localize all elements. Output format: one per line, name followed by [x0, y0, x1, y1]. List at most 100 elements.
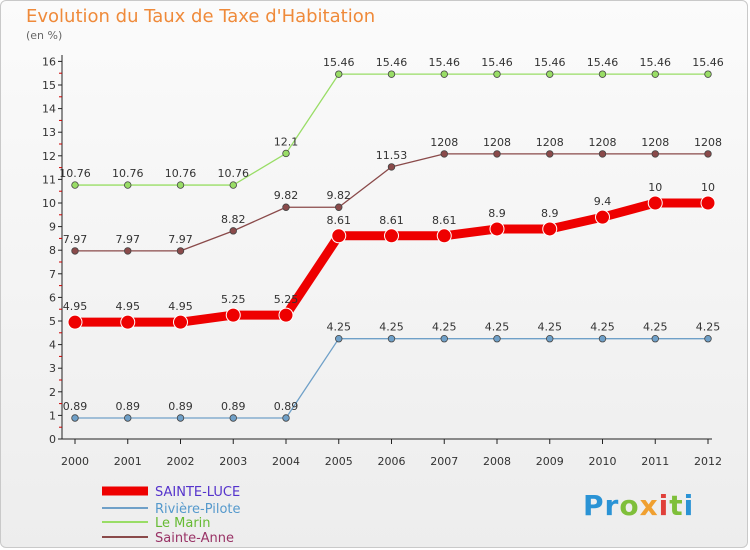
y-tick-label: 14: [42, 103, 56, 116]
data-point: [704, 70, 712, 78]
data-point: [436, 228, 452, 244]
data-label: 8.82: [221, 213, 246, 226]
data-point: [173, 314, 188, 330]
data-point: [387, 335, 396, 343]
data-label: 1208: [430, 136, 458, 149]
data-label: 1208: [641, 136, 669, 149]
data-point: [546, 70, 554, 78]
x-tick-label: 2006: [378, 455, 406, 468]
y-tick-label: 2: [49, 386, 56, 399]
x-tick-label: 2008: [483, 455, 511, 468]
data-point: [440, 70, 448, 78]
data-label: 1208: [589, 136, 617, 149]
x-tick-label: 2001: [114, 455, 142, 468]
data-point: [440, 335, 448, 343]
data-label: 4.25: [696, 321, 721, 334]
data-point: [335, 70, 343, 78]
data-point: [229, 227, 237, 235]
legend-label: Sainte-Anne: [155, 531, 234, 546]
data-label: 7.97: [116, 233, 141, 246]
x-tick-label: 2000: [61, 455, 89, 468]
data-point: [542, 221, 558, 237]
x-tick-label: 2005: [325, 455, 353, 468]
data-label: 4.95: [116, 300, 141, 313]
data-label: 4.25: [590, 321, 615, 334]
data-label: 10.76: [218, 167, 250, 180]
y-tick-label: 8: [49, 244, 56, 257]
data-point: [124, 247, 132, 255]
data-label: 15.46: [692, 56, 724, 69]
data-point: [278, 307, 294, 323]
data-point: [120, 314, 136, 330]
data-point: [67, 314, 83, 330]
data-label: 5.25: [274, 293, 299, 306]
data-point: [176, 414, 185, 422]
data-label: 8.9: [541, 207, 559, 220]
data-point: [546, 150, 554, 158]
data-label: 15.46: [534, 56, 566, 69]
data-point: [598, 70, 607, 78]
data-point: [647, 195, 663, 211]
y-tick-label: 4: [49, 339, 56, 352]
x-tick-label: 2002: [167, 455, 195, 468]
data-label: 8.61: [432, 214, 457, 227]
data-label: 15.46: [429, 56, 461, 69]
data-point: [229, 181, 237, 189]
data-label: 8.61: [327, 214, 352, 227]
data-point: [384, 228, 399, 244]
data-point: [387, 163, 396, 171]
data-point: [282, 414, 290, 422]
y-tick-label: 6: [49, 291, 56, 304]
data-point: [331, 228, 347, 244]
x-tick-label: 2004: [272, 455, 300, 468]
data-label: 4.25: [432, 321, 457, 334]
y-tick-label: 16: [42, 55, 56, 68]
data-label: 10.76: [59, 167, 91, 180]
data-label: 4.25: [643, 321, 668, 334]
data-label: 15.46: [587, 56, 619, 69]
data-label: 0.89: [168, 400, 193, 413]
data-label: 1208: [483, 136, 511, 149]
y-tick-label: 15: [42, 79, 56, 92]
legend-label: SAINTE-LUCE: [155, 485, 240, 500]
y-tick-label: 1: [49, 409, 56, 422]
data-point: [493, 70, 501, 78]
data-point: [595, 209, 610, 225]
data-point: [387, 70, 396, 78]
data-label: 7.97: [63, 233, 88, 246]
data-point: [282, 203, 290, 211]
x-tick-label: 2003: [219, 455, 247, 468]
legend-label: Rivière-Pilote: [155, 502, 241, 517]
data-label: 0.89: [63, 400, 88, 413]
data-point: [704, 335, 712, 343]
data-label: 15.46: [323, 56, 355, 69]
data-label: 0.89: [116, 400, 141, 413]
data-point: [282, 149, 290, 158]
data-label: 15.46: [640, 56, 672, 69]
data-point: [598, 335, 607, 343]
data-label: 4.25: [485, 321, 510, 334]
y-tick-label: 10: [42, 197, 56, 210]
data-point: [176, 181, 185, 189]
data-label: 10: [648, 181, 662, 194]
x-tick-label: 2011: [641, 455, 669, 468]
data-label: 10.76: [112, 167, 144, 180]
data-label: 4.95: [63, 300, 88, 313]
data-point: [651, 335, 659, 343]
data-point: [225, 307, 241, 323]
data-label: 9.82: [327, 189, 352, 202]
y-tick-label: 7: [49, 268, 56, 281]
data-label: 15.46: [376, 56, 408, 69]
data-point: [124, 181, 132, 189]
data-label: 8.61: [379, 214, 404, 227]
data-point: [700, 195, 716, 211]
data-point: [335, 335, 343, 343]
data-label: 1208: [536, 136, 564, 149]
data-point: [124, 414, 132, 422]
y-tick-label: 0: [49, 433, 56, 446]
data-point: [440, 150, 448, 158]
data-point: [493, 335, 501, 343]
chart-unit-label: (en %): [26, 29, 63, 42]
data-label: 4.25: [327, 321, 352, 334]
